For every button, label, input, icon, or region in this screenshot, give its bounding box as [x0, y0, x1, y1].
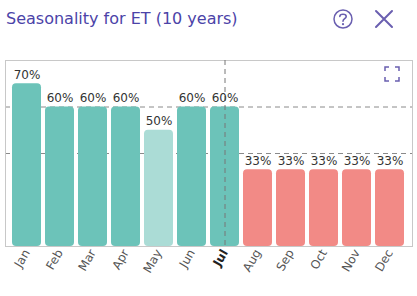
svg-text:Feb: Feb [43, 247, 66, 272]
html-text:Seasonality for ET (10 years): Seasonality for ET (10 years) [6, 9, 238, 28]
svg-text:Sep: Sep [273, 247, 296, 274]
svg-text:70%: 70% [14, 68, 41, 82]
svg-text:60%: 60% [80, 91, 107, 105]
svg-text:May: May [140, 247, 165, 275]
svg-text:33%: 33% [311, 154, 338, 168]
svg-text:33%: 33% [245, 154, 272, 168]
svg-text:60%: 60% [113, 91, 140, 105]
svg-text:33%: 33% [377, 154, 404, 168]
svg-text:Oct: Oct [307, 247, 330, 272]
svg-text:Nov: Nov [339, 247, 363, 274]
svg-text:33%: 33% [344, 154, 371, 168]
svg-text:Aug: Aug [240, 247, 264, 274]
svg-text:60%: 60% [212, 91, 239, 105]
svg-text:33%: 33% [278, 154, 305, 168]
svg-text:Jul: Jul [210, 247, 231, 270]
svg-text:Dec: Dec [372, 247, 396, 274]
svg-text:60%: 60% [179, 91, 206, 105]
svg-text:Mar: Mar [75, 247, 98, 274]
svg-text:Apr: Apr [109, 247, 132, 272]
svg-text:60%: 60% [47, 91, 74, 105]
svg-text:Jun: Jun [176, 247, 198, 271]
svg-text:Jan: Jan [11, 247, 33, 271]
svg-text:50%: 50% [146, 114, 173, 128]
